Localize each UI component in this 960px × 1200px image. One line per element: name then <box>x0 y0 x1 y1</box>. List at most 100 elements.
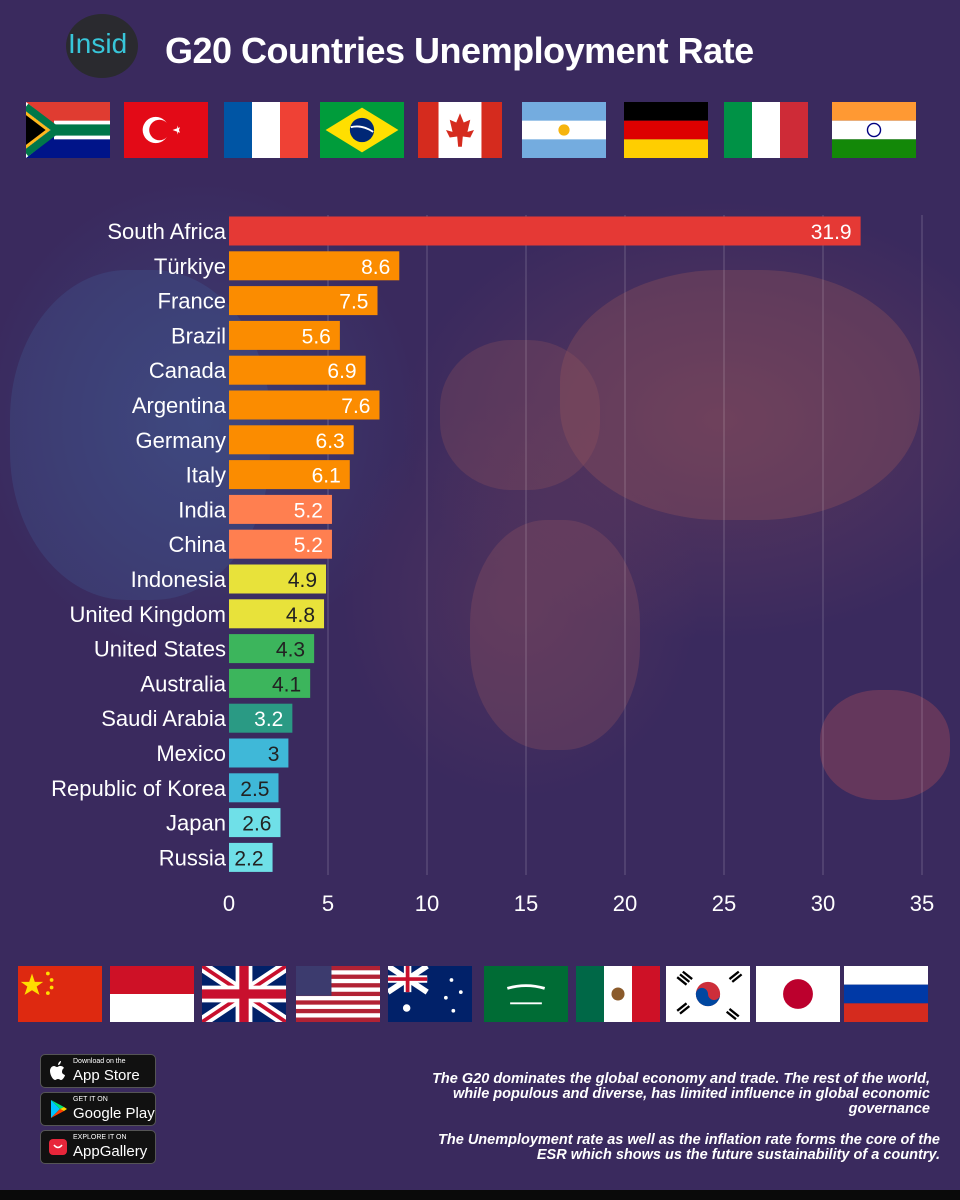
value-label: 2.6 <box>242 813 271 836</box>
category-label: Indonesia <box>131 567 227 592</box>
play-icon <box>47 1098 69 1120</box>
chart-bars <box>229 216 861 872</box>
page-title: G20 Countries Unemployment Rate <box>165 30 754 71</box>
bar <box>229 738 289 768</box>
app-store-button[interactable]: Download on the App Store <box>40 1054 156 1088</box>
bar <box>229 842 273 872</box>
category-label: Saudi Arabia <box>101 706 227 731</box>
x-tick-label: 15 <box>514 891 538 916</box>
world-map-asia <box>560 270 920 520</box>
world-map-africa <box>470 520 640 750</box>
bar <box>229 355 366 385</box>
x-tick-label: 5 <box>322 891 334 916</box>
value-label: 5.2 <box>294 534 323 557</box>
logo-text: Insid <box>68 28 128 59</box>
category-label: South Africa <box>107 219 226 244</box>
flag-saudi-arabia <box>484 966 568 1022</box>
flag-japan <box>756 966 840 1022</box>
category-label: Russia <box>159 845 227 870</box>
flag-mexico <box>576 966 660 1022</box>
header: Insid G20 Countries Unemployment Rate <box>0 0 960 100</box>
flag-republic-of-korea <box>666 966 750 1022</box>
flag-china <box>18 966 102 1022</box>
flag-germany <box>624 102 708 158</box>
value-label: 7.6 <box>341 395 370 418</box>
app-store-label: App Store <box>73 1067 140 1084</box>
flag-row-top <box>0 102 960 162</box>
bottom-bar <box>0 1190 960 1200</box>
category-label: Germany <box>136 428 226 453</box>
value-label: 4.9 <box>288 569 317 592</box>
x-tick-label: 35 <box>910 891 934 916</box>
category-label: Canada <box>149 358 227 383</box>
world-map-australia <box>820 690 950 800</box>
flag-turkiye <box>124 102 208 158</box>
category-label: France <box>158 289 226 314</box>
appgallery-label: AppGallery <box>73 1143 148 1160</box>
x-tick-label: 30 <box>811 891 835 916</box>
flag-russia <box>844 966 928 1022</box>
category-label: Japan <box>166 811 226 836</box>
bar <box>229 773 279 803</box>
google-play-label: Google Play <box>73 1105 155 1122</box>
value-label: 2.5 <box>240 778 269 801</box>
flag-row-bottom <box>0 966 960 1026</box>
category-label: United States <box>94 637 226 662</box>
app-store-small-text: Download on the <box>73 1058 126 1065</box>
value-label: 8.6 <box>361 256 390 279</box>
flag-france <box>224 102 308 158</box>
chart-category-labels: South Africa Türkiye France Brazil Canada Arg… <box>51 219 227 870</box>
category-label: Mexico <box>156 741 226 766</box>
appgallery-icon <box>47 1136 69 1158</box>
world-map-americas <box>10 270 270 600</box>
category-label: Brazil <box>171 323 226 348</box>
flag-canada <box>418 102 502 158</box>
note-g20-dominance: The G20 dominates the global economy and… <box>432 1071 930 1117</box>
x-tick-label: 10 <box>415 891 439 916</box>
bar <box>229 564 327 594</box>
bar <box>229 286 378 316</box>
bar <box>229 703 293 733</box>
flag-italy <box>724 102 808 158</box>
value-label: 6.9 <box>327 360 356 383</box>
bar <box>229 425 354 455</box>
world-map-europe <box>440 340 600 490</box>
category-label: Argentina <box>132 393 227 418</box>
note-unemployment-esr: The Unemployment rate as well as the inf… <box>438 1132 940 1163</box>
logo <box>66 14 138 78</box>
value-label: 2.2 <box>234 847 263 870</box>
value-label: 3.2 <box>254 708 283 731</box>
value-label: 4.1 <box>272 673 301 696</box>
appgallery-button[interactable]: EXPLORE IT ON AppGallery <box>40 1130 156 1164</box>
flag-argentina <box>522 102 606 158</box>
category-label: India <box>178 497 226 522</box>
bar <box>229 668 311 698</box>
bar-chart: South Africa Türkiye France Brazil Canada Arg… <box>51 215 934 916</box>
bar <box>229 529 332 559</box>
value-label: 4.3 <box>276 639 305 662</box>
category-label: China <box>169 532 227 557</box>
flag-australia <box>388 966 472 1022</box>
category-label: Australia <box>140 671 226 696</box>
value-label: 6.1 <box>312 465 341 488</box>
bar <box>229 494 332 524</box>
value-label: 5.6 <box>302 325 331 348</box>
flag-india <box>832 102 916 158</box>
value-label: 4.8 <box>286 604 315 627</box>
bar <box>229 634 315 664</box>
google-play-button[interactable]: GET IT ON Google Play <box>40 1092 156 1126</box>
chart-grid <box>327 215 923 875</box>
bar <box>229 808 281 838</box>
value-label: 5.2 <box>294 499 323 522</box>
x-tick-label: 0 <box>223 891 235 916</box>
bar <box>229 216 861 246</box>
appgallery-small-text: EXPLORE IT ON <box>73 1134 127 1141</box>
category-label: Republic of Korea <box>51 776 227 801</box>
chart-x-axis: 0 5 10 15 20 25 30 35 <box>223 891 934 916</box>
bar <box>229 251 400 281</box>
x-tick-label: 25 <box>712 891 736 916</box>
flag-brazil <box>320 102 404 158</box>
flag-united-kingdom <box>202 966 286 1022</box>
value-label: 3 <box>268 743 280 766</box>
flag-south-africa <box>26 102 110 158</box>
